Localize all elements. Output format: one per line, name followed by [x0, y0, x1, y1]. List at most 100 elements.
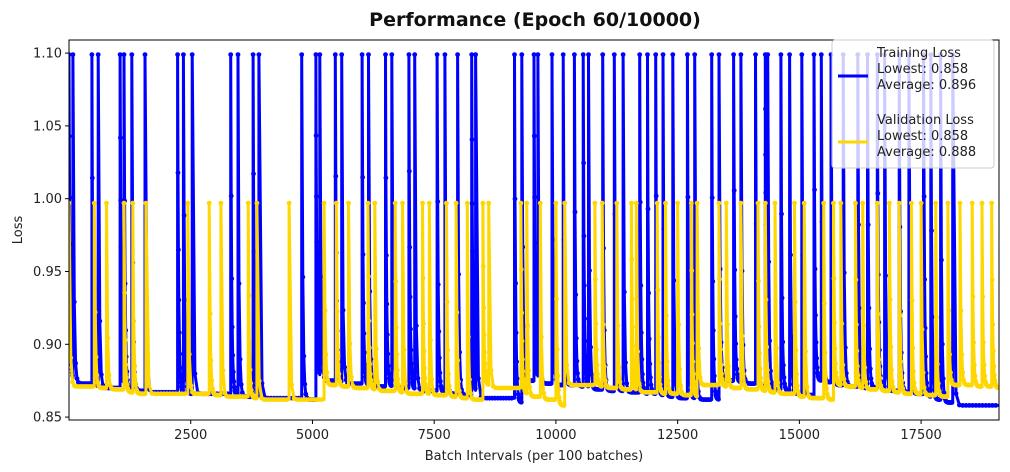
data-point: [590, 382, 596, 388]
data-point: [518, 267, 524, 272]
data-point: [957, 200, 963, 206]
data-point: [918, 391, 923, 397]
data-point: [939, 341, 945, 347]
data-point: [192, 371, 198, 376]
data-point: [470, 312, 476, 318]
data-point: [247, 367, 253, 373]
data-point: [389, 383, 394, 389]
data-point: [587, 268, 592, 273]
data-point: [408, 347, 414, 353]
data-point: [971, 362, 977, 368]
data-point: [122, 337, 128, 343]
data-point: [407, 244, 413, 250]
data-point: [316, 359, 321, 365]
data-point: [472, 386, 478, 391]
data-point: [638, 330, 644, 336]
data-point: [854, 322, 859, 327]
data-point: [442, 392, 448, 398]
data-point: [420, 275, 426, 281]
data-point: [831, 200, 836, 206]
data-point: [342, 364, 347, 370]
data-point: [372, 200, 378, 206]
data-point: [676, 322, 681, 327]
data-point: [520, 369, 526, 374]
data-point: [181, 213, 187, 218]
data-point: [716, 52, 722, 57]
data-point: [589, 372, 594, 377]
data-point: [412, 52, 418, 57]
data-point: [472, 379, 478, 385]
data-point: [248, 387, 254, 393]
data-point: [716, 200, 722, 206]
data-point: [653, 389, 659, 395]
data-point: [980, 294, 986, 300]
data-point: [811, 52, 817, 57]
data-point: [455, 358, 461, 363]
data-point: [581, 283, 587, 288]
data-point: [613, 385, 619, 391]
data-point: [71, 299, 77, 305]
data-point: [921, 385, 927, 390]
data-point: [365, 200, 371, 206]
data-point: [142, 52, 148, 57]
data-point: [909, 298, 915, 303]
data-point: [512, 196, 518, 202]
data-point: [106, 372, 112, 378]
data-point: [367, 345, 372, 351]
data-point: [653, 52, 659, 57]
data-point: [616, 365, 622, 370]
data-point: [533, 301, 538, 306]
data-point: [438, 379, 443, 384]
data-point: [710, 279, 716, 284]
data-point: [909, 200, 914, 206]
data-point: [572, 52, 577, 57]
data-point: [763, 106, 768, 112]
data-point: [708, 397, 713, 402]
data-point: [368, 377, 374, 383]
data-point: [532, 194, 537, 200]
data-point: [520, 357, 525, 362]
data-point: [655, 287, 661, 293]
data-point: [177, 365, 183, 371]
y-tick-label: 1.05: [33, 119, 62, 134]
data-point: [384, 253, 389, 258]
data-point: [771, 389, 777, 395]
data-point: [781, 375, 787, 380]
data-point: [898, 359, 904, 365]
data-point: [868, 376, 874, 381]
data-point: [253, 395, 259, 401]
data-point: [302, 381, 308, 387]
data-point: [637, 199, 643, 205]
data-point: [318, 274, 324, 280]
data-point: [409, 370, 415, 376]
data-point: [583, 371, 589, 376]
data-point: [765, 367, 770, 373]
data-point: [532, 275, 538, 281]
data-point: [614, 200, 620, 206]
data-point: [697, 375, 703, 381]
data-point: [472, 374, 477, 380]
data-point: [711, 373, 717, 379]
validation-loss-markers: [69, 200, 999, 408]
data-point: [446, 371, 451, 377]
data-point: [422, 365, 427, 371]
data-point: [918, 200, 924, 206]
data-point: [877, 375, 883, 381]
x-axis-label: Batch Intervals (per 100 batches): [425, 449, 643, 464]
data-point: [631, 366, 636, 372]
data-point: [521, 376, 526, 382]
data-point: [256, 378, 262, 384]
data-point: [124, 382, 130, 388]
data-point: [657, 374, 662, 380]
data-point: [315, 319, 320, 325]
data-point: [540, 377, 545, 382]
data-point: [812, 187, 817, 193]
data-point: [660, 52, 666, 57]
data-point: [560, 52, 566, 57]
data-point: [821, 200, 827, 206]
data-point: [763, 152, 768, 158]
data-point: [970, 294, 976, 300]
data-point: [124, 375, 129, 381]
data-point: [886, 388, 891, 394]
data-point: [602, 378, 608, 383]
